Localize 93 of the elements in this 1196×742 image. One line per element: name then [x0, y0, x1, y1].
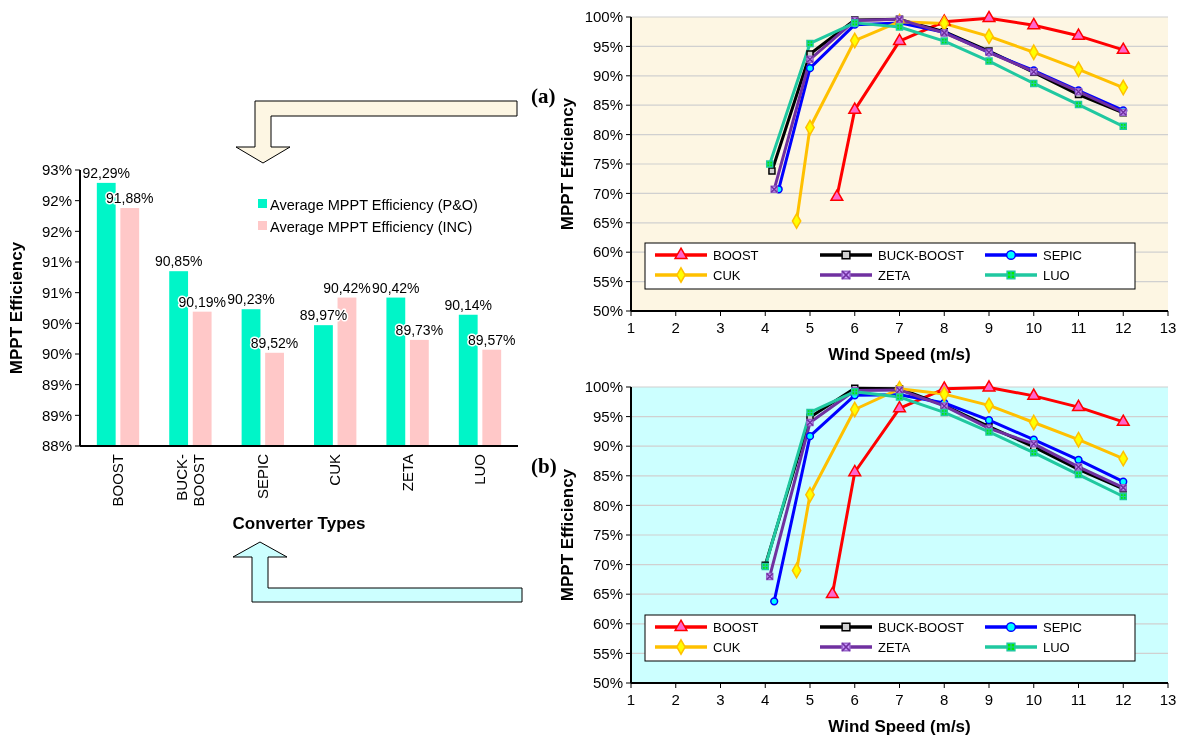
data-label: 90,14% [444, 296, 492, 313]
y-axis-title: MPPT Efficiency [558, 468, 577, 602]
y-tick-label: 89% [41, 375, 72, 393]
y-tick-label: 70% [592, 555, 623, 573]
y-tick-label: 60% [592, 615, 623, 633]
y-tick-label: 85% [592, 96, 623, 114]
y-tick-label: 55% [592, 644, 623, 662]
x-tick-label: 4 [761, 319, 770, 336]
x-axis-title: Wind Speed (m/s) [828, 717, 971, 736]
x-tick-label: ZETA [398, 454, 416, 492]
y-tick-label: 95% [592, 37, 623, 55]
x-axis-title: Wind Speed (m/s) [828, 345, 971, 364]
legend-label: BUCK-BOOST [878, 247, 965, 263]
legend-label: Average MPPT Efficiency (P&O) [270, 197, 478, 214]
y-tick-label: 75% [592, 155, 623, 173]
y-tick-label: 65% [592, 214, 623, 232]
legend-label: SEPIC [1043, 619, 1083, 635]
y-tick-label: 80% [592, 496, 623, 514]
x-tick-label: 6 [850, 691, 859, 708]
legend-label: BOOST [713, 619, 759, 635]
y-tick-label: 85% [592, 467, 623, 485]
x-tick-label: BOOST [109, 454, 127, 507]
y-tick-label: 93% [41, 161, 72, 179]
legend-label: Average MPPT Efficiency (INC) [270, 219, 473, 236]
x-tick-label: 3 [716, 691, 725, 708]
x-tick-label: 8 [940, 319, 949, 336]
x-tick-label: SEPIC [254, 453, 272, 500]
x-tick-label: 1 [626, 319, 636, 336]
y-tick-label: 60% [592, 243, 623, 261]
text: (b) [531, 454, 557, 478]
x-tick-label: 9 [984, 691, 994, 708]
x-tick-label: 6 [850, 319, 859, 336]
x-axis-title: Converter Types [232, 514, 366, 533]
y-tick-label: 90% [41, 345, 72, 363]
y-tick-label: 75% [592, 526, 623, 544]
y-tick-label: 92% [41, 222, 72, 240]
y-axis-title: MPPT Efficiency [7, 241, 26, 375]
legend-label: LUO [1043, 639, 1070, 655]
y-tick-label: 88% [41, 437, 72, 455]
y-tick-label: 100% [584, 378, 623, 396]
x-tick-label: 5 [805, 691, 815, 708]
y-tick-label: 95% [592, 407, 623, 425]
y-tick-label: 65% [592, 585, 623, 603]
y-tick-label: 90% [592, 437, 623, 455]
x-tick-label: LUO [471, 454, 489, 485]
x-tick-label: 10 [1025, 691, 1043, 708]
x-tick-label: 8 [940, 691, 949, 708]
x-tick-label: 11 [1070, 319, 1087, 336]
x-tick-label: 13 [1159, 691, 1177, 708]
x-tick-label: BUCK-BOOST [173, 454, 207, 507]
legend-label: LUO [1043, 267, 1070, 283]
x-tick-label: 1 [626, 691, 636, 708]
y-tick-label: 80% [592, 125, 623, 143]
y-tick-label: 90% [41, 314, 72, 332]
x-tick-label: 13 [1159, 319, 1177, 336]
data-label: 90,23% [227, 291, 275, 308]
y-tick-label: 91% [41, 253, 72, 271]
y-tick-label: 55% [592, 272, 623, 290]
legend-label: CUK [713, 267, 741, 283]
text: (a) [531, 84, 556, 108]
y-tick-label: 100% [584, 8, 623, 26]
legend-label: ZETA [878, 639, 911, 655]
y-tick-label: 50% [592, 302, 623, 320]
data-label: 90,85% [154, 253, 203, 270]
data-label: 92,29% [82, 164, 130, 181]
x-tick-label: 12 [1114, 319, 1132, 336]
legend-label: BOOST [713, 247, 759, 263]
x-tick-label: 4 [761, 691, 770, 708]
y-tick-label: 50% [592, 674, 623, 692]
data-label: 89,97% [299, 307, 348, 324]
legend-label: BUCK-BOOST [878, 619, 965, 635]
x-tick-label: 11 [1070, 691, 1087, 708]
x-tick-label: 7 [895, 319, 904, 336]
x-tick-label: 7 [895, 691, 904, 708]
x-tick-label: 10 [1025, 319, 1043, 336]
legend-label: ZETA [878, 267, 911, 283]
legend-label: SEPIC [1043, 247, 1083, 263]
y-tick-label: 91% [41, 283, 72, 301]
x-tick-label: CUK [326, 454, 344, 486]
x-tick-label: 5 [805, 319, 815, 336]
data-label: 90,42% [372, 279, 420, 296]
x-tick-label: 2 [671, 691, 680, 708]
x-tick-label: 9 [984, 319, 994, 336]
y-axis-title: MPPT Efficiency [558, 97, 577, 231]
y-tick-label: 92% [41, 191, 72, 209]
y-tick-label: 70% [592, 184, 623, 202]
y-tick-label: 89% [41, 406, 72, 424]
x-tick-label: 3 [716, 319, 725, 336]
x-tick-label: 12 [1114, 691, 1132, 708]
legend-label: CUK [713, 639, 741, 655]
y-tick-label: 90% [592, 67, 623, 85]
x-tick-label: 2 [671, 319, 680, 336]
data-label: 90,42% [323, 279, 371, 296]
